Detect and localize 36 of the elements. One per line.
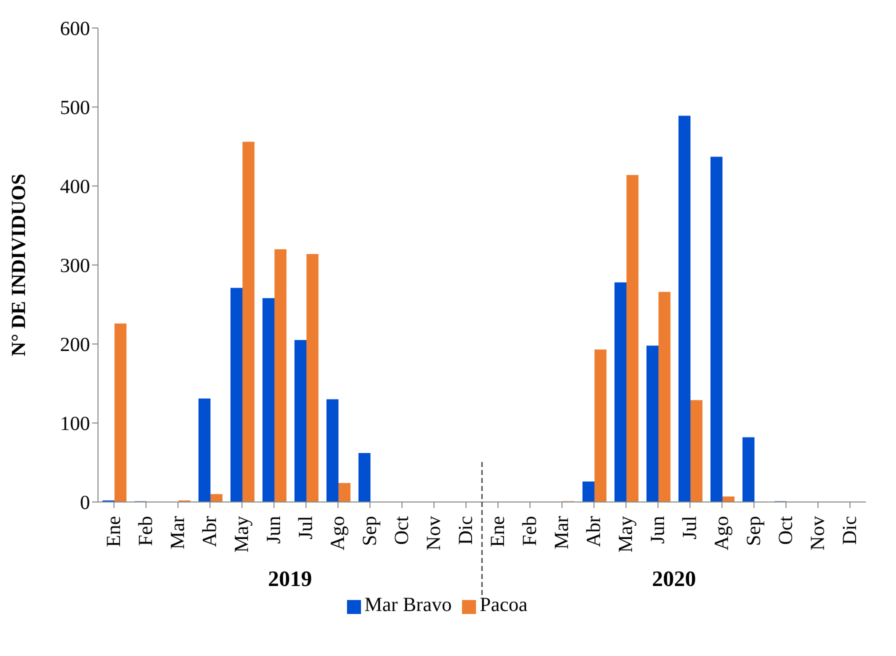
x-tick-label: Oct bbox=[391, 516, 413, 545]
legend-label: Pacoa bbox=[480, 594, 528, 616]
x-tick-label: Ago bbox=[711, 516, 733, 550]
x-tick-label: Nov bbox=[807, 516, 829, 550]
y-axis-title: N° DE INDIVIDUOS bbox=[8, 174, 30, 356]
x-tick-label: Nov bbox=[423, 516, 445, 550]
legend-label: Mar Bravo bbox=[364, 594, 452, 616]
x-tick-label: Feb bbox=[519, 516, 541, 546]
x-tick-label: Abr bbox=[583, 516, 605, 548]
x-tick-label: Mar bbox=[167, 516, 189, 550]
x-tick-label: Oct bbox=[775, 516, 797, 545]
x-tick-label: Abr bbox=[199, 516, 221, 548]
x-tick-label: Jun bbox=[263, 516, 285, 544]
y-tick-label: 400 bbox=[60, 176, 90, 198]
y-tick-label: 200 bbox=[60, 334, 90, 356]
x-tick-label: Ene bbox=[103, 516, 125, 548]
text: 2020 bbox=[651, 566, 697, 592]
x-tick-label: Ago bbox=[327, 516, 349, 550]
x-tick-label: Jun bbox=[647, 516, 669, 544]
y-tick-label: 600 bbox=[60, 18, 90, 40]
x-tick-label: Jul bbox=[295, 516, 317, 540]
x-tick-label: Mar bbox=[551, 516, 573, 550]
x-tick-label: Sep bbox=[359, 516, 381, 546]
x-tick-label: Dic bbox=[839, 516, 861, 545]
x-tick-label: Sep bbox=[743, 516, 765, 546]
x-tick-label: Feb bbox=[135, 516, 157, 546]
x-tick-label: May bbox=[231, 516, 253, 553]
text: 2019 bbox=[267, 566, 313, 592]
x-tick-label: Dic bbox=[455, 516, 477, 545]
y-tick-label: 300 bbox=[60, 255, 90, 278]
x-tick-label: May bbox=[615, 516, 637, 553]
y-tick-label: 0 bbox=[80, 492, 90, 514]
x-tick-label: Ene bbox=[487, 516, 509, 548]
y-tick-label: 500 bbox=[60, 97, 90, 120]
y-tick-label: 100 bbox=[60, 413, 90, 436]
x-tick-label: Jul bbox=[679, 516, 701, 540]
